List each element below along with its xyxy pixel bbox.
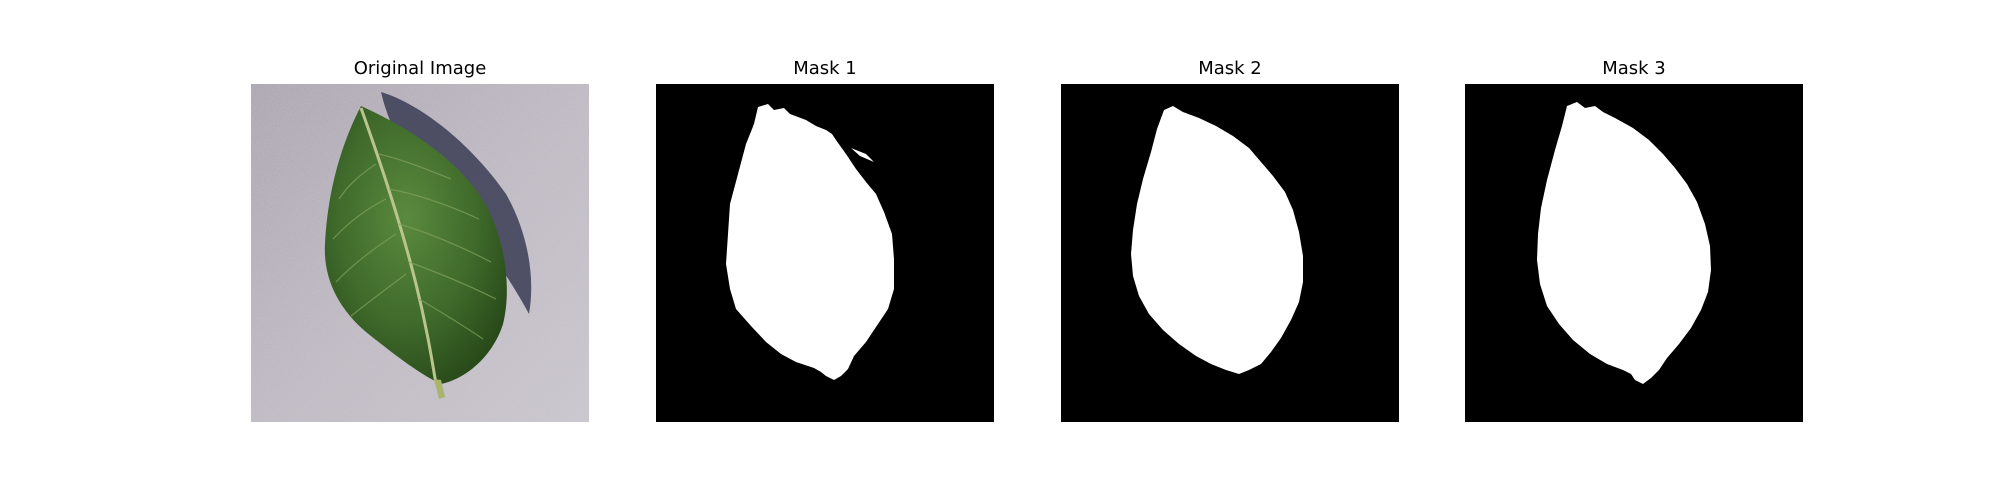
leaf-photo xyxy=(251,84,589,422)
leaf-veins xyxy=(332,153,497,340)
panel-mask-3: Mask 3 xyxy=(1465,0,1803,500)
mask-2-image xyxy=(1061,84,1399,422)
mask-foreground xyxy=(1131,106,1303,374)
panel-title: Mask 1 xyxy=(793,58,857,79)
panel-title: Original Image xyxy=(353,58,487,79)
mask-foreground xyxy=(1537,102,1711,384)
leaf-blade xyxy=(324,106,507,384)
mask-foreground xyxy=(726,104,894,380)
leaf-stem xyxy=(434,379,445,399)
mask-3-image xyxy=(1465,84,1803,422)
panel-title: Mask 3 xyxy=(1602,58,1666,79)
leaf-midrib xyxy=(359,107,438,385)
panel-original-image: Original Image xyxy=(251,0,589,500)
panel-mask-2: Mask 2 xyxy=(1061,0,1399,500)
panel-mask-1: Mask 1 xyxy=(656,0,994,500)
panel-title: Mask 2 xyxy=(1198,58,1262,79)
mask-notch xyxy=(851,148,874,162)
original-image xyxy=(251,84,589,422)
mask-1-image xyxy=(656,84,994,422)
